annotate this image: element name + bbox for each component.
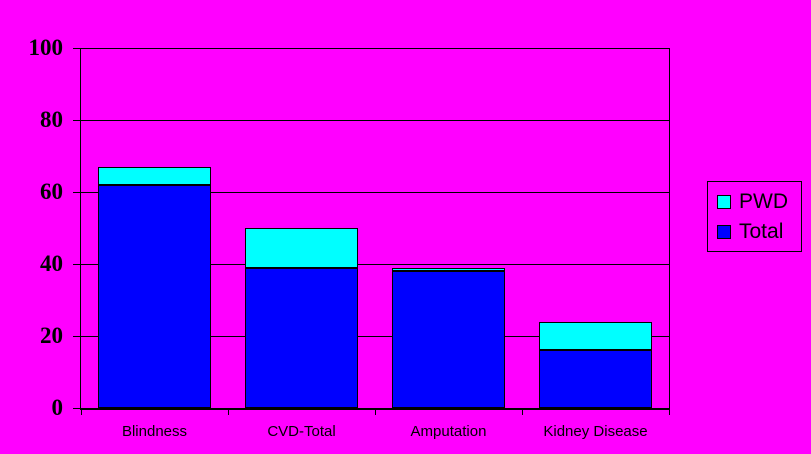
total-swatch-icon bbox=[717, 224, 731, 239]
y-axis-tick-80 bbox=[73, 120, 81, 121]
gridline-100 bbox=[81, 48, 669, 49]
gridline-40 bbox=[81, 264, 669, 265]
x-axis-tick-2 bbox=[375, 408, 376, 415]
x-axis-label-kidney-disease: Kidney Disease bbox=[543, 423, 648, 440]
x-axis-tick-0 bbox=[81, 408, 82, 415]
x-axis-tick-4 bbox=[669, 408, 670, 415]
y-axis-tick-40 bbox=[73, 264, 81, 265]
y-axis-tick-100 bbox=[73, 48, 81, 49]
bar-pwd-amputation bbox=[392, 267, 505, 272]
x-axis-label-amputation: Amputation bbox=[410, 423, 487, 440]
y-axis-tick-60 bbox=[73, 192, 81, 193]
bar-pwd-kidney-disease bbox=[539, 321, 652, 351]
gridline-60 bbox=[81, 192, 669, 193]
bar-total-blindness bbox=[98, 184, 211, 408]
y-axis-tick-0 bbox=[73, 408, 81, 409]
y-axis-tick-label-20: 20 bbox=[40, 323, 63, 348]
legend: PWD Total bbox=[707, 181, 802, 252]
plot-area: 0 20 40 60 80 100 Blindness CVD-Total Amputation… bbox=[29, 35, 670, 440]
y-axis-tick-20 bbox=[73, 336, 81, 337]
bar-total-kidney-disease bbox=[539, 350, 652, 408]
x-axis-tick-1 bbox=[228, 408, 229, 415]
legend-item-total: Total bbox=[717, 221, 801, 242]
legend-item-pwd: PWD bbox=[717, 191, 801, 212]
x-axis-label-blindness: Blindness bbox=[121, 423, 188, 440]
y-axis-tick-label-60: 60 bbox=[40, 179, 63, 204]
gridline-20 bbox=[81, 336, 669, 337]
pwd-swatch-icon bbox=[717, 194, 731, 209]
bar-total-amputation bbox=[392, 271, 505, 408]
legend-label-pwd: PWD bbox=[739, 190, 788, 213]
x-axis-label-cvd-total: CVD-Total bbox=[267, 423, 336, 440]
x-axis-tick-3 bbox=[522, 408, 523, 415]
bar-pwd-cvd-total bbox=[245, 228, 358, 268]
legend-label-total: Total bbox=[739, 220, 784, 243]
bar-total-cvd-total bbox=[245, 267, 358, 408]
y-axis-tick-label-80: 80 bbox=[40, 107, 63, 132]
bar-pwd-blindness bbox=[98, 166, 211, 185]
y-axis-tick-label-100: 100 bbox=[28, 35, 64, 60]
gridline-80 bbox=[81, 120, 669, 121]
y-axis-tick-label-0: 0 bbox=[51, 395, 64, 420]
y-axis-tick-label-40: 40 bbox=[40, 251, 63, 276]
